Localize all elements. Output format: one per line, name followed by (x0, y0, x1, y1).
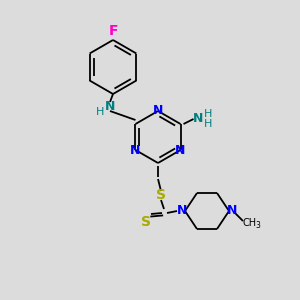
Text: H: H (204, 109, 213, 119)
Text: N: N (153, 104, 163, 118)
Text: CH: CH (243, 218, 257, 228)
Text: H: H (96, 107, 104, 117)
Text: N: N (177, 205, 187, 218)
Text: N: N (130, 143, 141, 157)
Text: H: H (204, 119, 213, 129)
Text: N: N (193, 112, 204, 125)
Text: 3: 3 (256, 220, 260, 230)
Text: S: S (156, 188, 166, 202)
Text: F: F (108, 24, 118, 38)
Text: N: N (175, 143, 186, 157)
Text: N: N (105, 100, 115, 113)
Text: N: N (227, 205, 237, 218)
Text: S: S (141, 215, 151, 229)
